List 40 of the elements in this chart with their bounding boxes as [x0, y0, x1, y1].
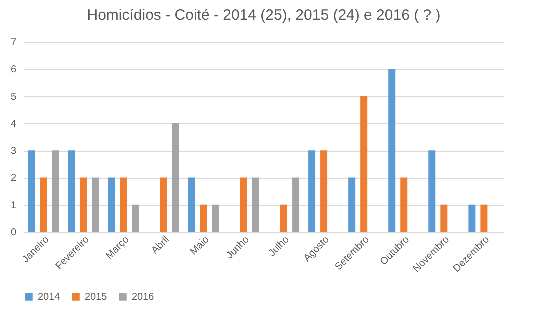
bar	[468, 204, 476, 232]
y-tick-label: 1	[10, 200, 17, 212]
legend-label: 2015	[85, 292, 108, 303]
bar	[52, 150, 60, 232]
bar	[252, 178, 260, 232]
bar	[480, 204, 488, 232]
bar	[440, 204, 448, 232]
bar	[28, 150, 36, 232]
bar	[280, 204, 288, 232]
bar	[80, 178, 88, 232]
y-tick-label: 7	[10, 38, 17, 48]
y-tick-label: 0	[10, 228, 17, 238]
bar	[428, 150, 436, 232]
bar	[200, 204, 208, 232]
y-tick-label: 5	[10, 92, 17, 103]
y-tick-label: 6	[10, 64, 17, 76]
bar	[240, 178, 248, 232]
bar	[348, 178, 356, 232]
bar	[172, 123, 180, 232]
bar	[320, 150, 328, 232]
bar	[108, 178, 116, 232]
bar	[292, 178, 300, 232]
bar	[388, 69, 396, 232]
bar	[308, 150, 316, 232]
bar	[188, 178, 196, 232]
bar	[212, 204, 220, 232]
bar	[68, 150, 76, 232]
legend-label: 2014	[38, 292, 61, 303]
bar	[400, 178, 408, 232]
bar	[360, 96, 368, 232]
bar	[132, 204, 140, 232]
bar	[120, 178, 128, 232]
bar	[92, 178, 100, 232]
y-tick-label: 4	[10, 118, 17, 130]
y-tick-label: 3	[10, 146, 17, 158]
chart-title: Homicídios - Coité - 2014 (25), 2015 (24) e 2016 ( ? )	[87, 7, 441, 24]
y-tick-label: 2	[10, 173, 17, 184]
legend-label: 2016	[132, 292, 155, 303]
bar	[40, 178, 48, 232]
bar	[160, 178, 168, 232]
